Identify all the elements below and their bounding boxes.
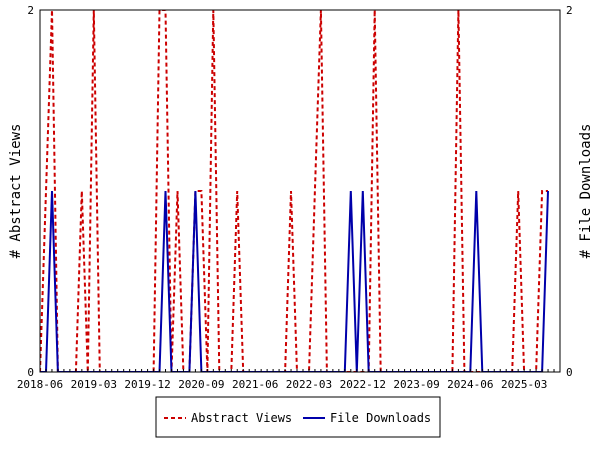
- series-layer: [40, 10, 548, 372]
- x-tick-label-2019-12: 2019-12: [124, 378, 170, 391]
- x-tick-label-2022-03: 2022-03: [286, 378, 332, 391]
- y-right-tick-min: 0: [566, 366, 573, 379]
- y-right-axis-title: # File Downloads: [578, 124, 594, 259]
- x-tick-label-2020-09: 2020-09: [178, 378, 224, 391]
- x-tick-labels: 2018-06 2019-03 2019-12 2020-09 2021-06 2022-…: [17, 378, 547, 391]
- x-tick-label-2024-06: 2024-06: [447, 378, 493, 391]
- x-tick-label-2022-12: 2022-12: [340, 378, 386, 391]
- legend-label-abstract-views: Abstract Views: [191, 411, 292, 425]
- x-tick-label-2019-03: 2019-03: [71, 378, 117, 391]
- legend-label-file-downloads: File Downloads: [330, 411, 431, 425]
- x-tick-label-2018-06: 2018-06: [17, 378, 63, 391]
- x-tick-label-2023-09: 2023-09: [393, 378, 439, 391]
- legend: Abstract Views File Downloads: [156, 397, 440, 437]
- x-tick-label-2021-06: 2021-06: [232, 378, 278, 391]
- x-tick-label-2025-03: 2025-03: [501, 378, 547, 391]
- y-left-axis-title: # Abstract Views: [8, 124, 24, 259]
- y-right-tick-max: 2: [566, 4, 573, 17]
- plot-frame: [40, 10, 560, 372]
- y-left-tick-max: 2: [27, 4, 34, 17]
